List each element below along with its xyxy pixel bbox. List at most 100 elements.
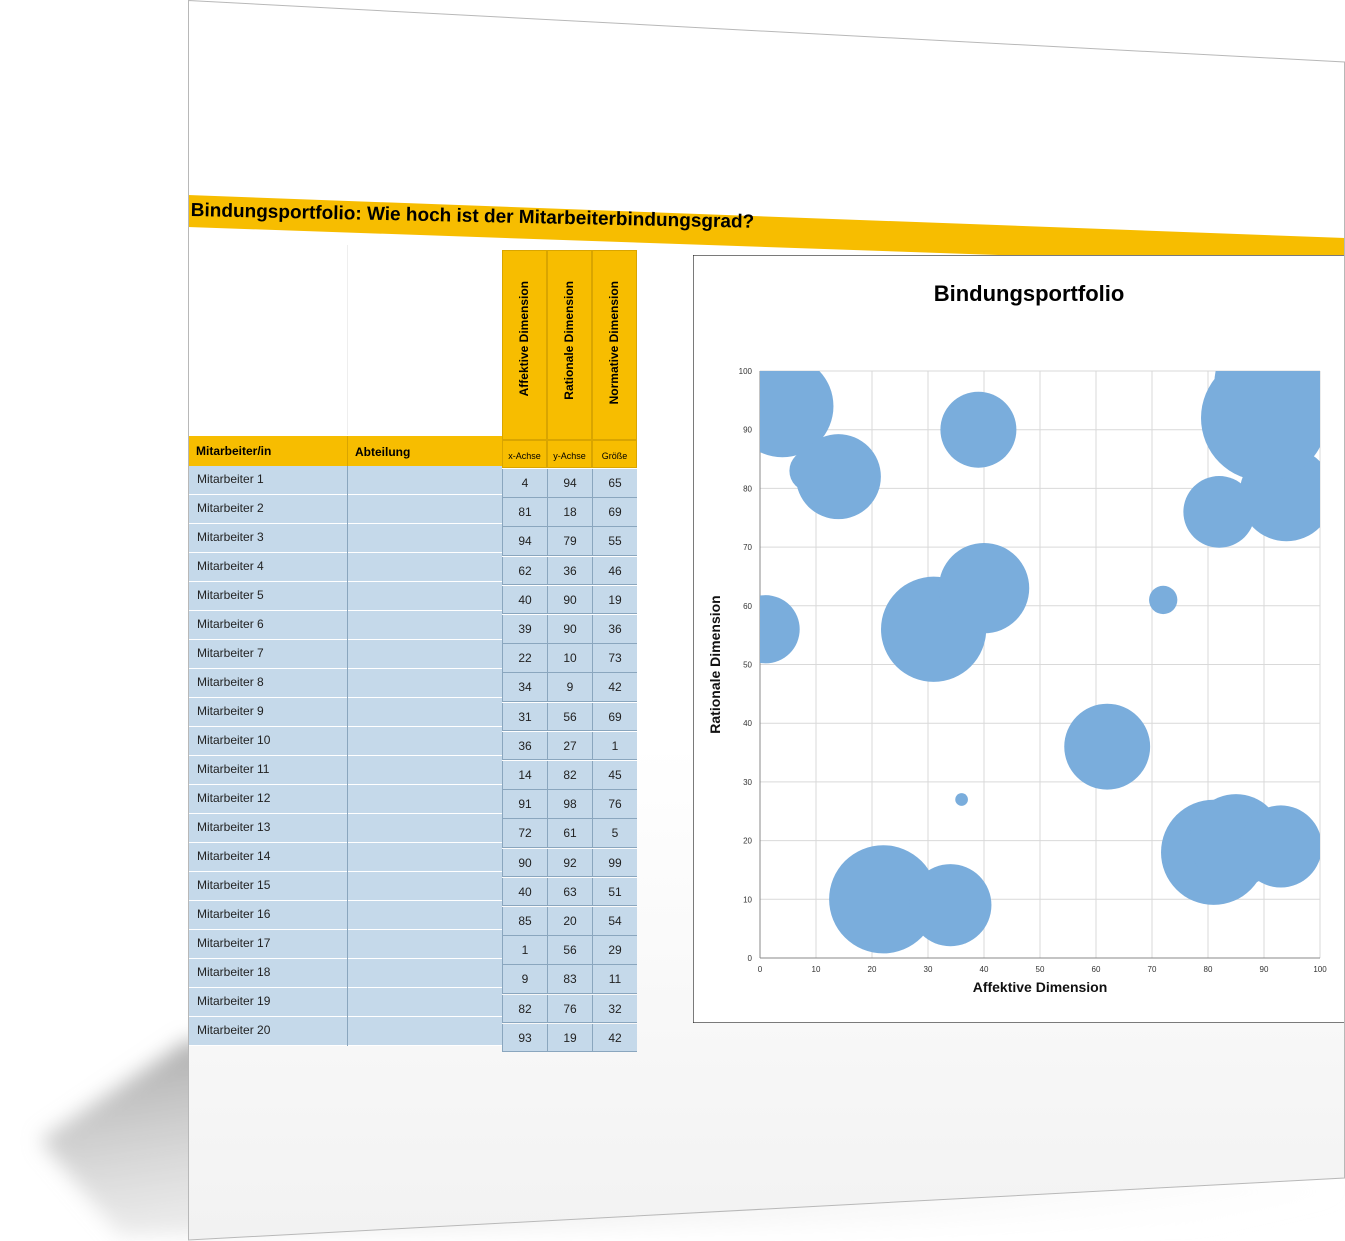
employee-name: Mitarbeiter 20	[197, 1023, 271, 1037]
x-tick-label: 0	[758, 965, 763, 974]
x-value: 90	[502, 848, 547, 878]
y-value: 63	[547, 877, 592, 907]
employee-name: Mitarbeiter 15	[197, 878, 271, 892]
y-value: 10	[547, 644, 592, 673]
axis-sub-header: x-Achse	[502, 440, 547, 468]
employee-name: Mitarbeiter 11	[197, 762, 270, 776]
employee-name: Mitarbeiter 18	[197, 965, 271, 979]
chart-area: Bindungsportfolio 0 10 20 30 40 50 60 70 80 90 100 0…	[692, 254, 1345, 1024]
y-value: 90	[547, 615, 592, 644]
bubble-point	[1201, 371, 1320, 481]
y-value: 83	[547, 965, 592, 994]
row-divider	[347, 727, 348, 756]
x-value: 40	[502, 877, 547, 907]
bubble-point	[1183, 476, 1256, 548]
x-value: 94	[502, 527, 547, 556]
y-value: 92	[547, 848, 592, 878]
employee-name: Mitarbeiter 2	[197, 501, 264, 515]
employee-name: Mitarbeiter 16	[197, 907, 271, 921]
row-divider	[347, 524, 348, 553]
y-tick-label: 20	[743, 837, 752, 846]
size-value: 65	[592, 469, 637, 498]
x-value: 91	[502, 790, 547, 819]
y-value: 56	[547, 702, 592, 732]
employee-name: Mitarbeiter 6	[197, 617, 264, 631]
x-value: 36	[502, 731, 547, 761]
x-value: 34	[502, 673, 547, 702]
y-tick-label: 30	[743, 778, 752, 787]
y-value: 98	[547, 790, 592, 819]
axis-sub-header: Größe	[592, 440, 637, 468]
row-divider	[347, 959, 348, 988]
employee-name: Mitarbeiter 4	[197, 559, 264, 573]
employee-name: Mitarbeiter 7	[197, 646, 264, 660]
header-divider	[347, 436, 348, 466]
size-value: 36	[592, 615, 637, 644]
employee-name: Mitarbeiter 12	[197, 791, 271, 805]
dimension-header-label: Rationale Dimension	[562, 281, 576, 400]
x-tick-label: 60	[1092, 965, 1101, 974]
y-value: 61	[547, 819, 592, 848]
y-tick-label: 90	[743, 426, 752, 435]
x-tick-label: 20	[868, 965, 877, 974]
y-tick-label: 0	[748, 954, 753, 963]
x-tick-label: 30	[924, 965, 933, 974]
bubble-point	[1239, 805, 1320, 888]
employee-name: Mitarbeiter 3	[197, 530, 264, 544]
size-value: 46	[592, 556, 637, 586]
employee-name: Mitarbeiter 13	[197, 820, 271, 834]
y-tick-label: 60	[743, 602, 752, 611]
dimension-header-label: Normative Dimension	[607, 281, 621, 405]
size-value: 1	[592, 731, 637, 761]
x-value: 31	[502, 702, 547, 732]
y-value: 27	[547, 731, 592, 761]
y-tick-label: 70	[743, 543, 752, 552]
gridline	[347, 245, 348, 435]
employee-name: Mitarbeiter 9	[197, 704, 264, 718]
size-value: 51	[592, 877, 637, 907]
x-value: 14	[502, 761, 547, 790]
x-value: 4	[502, 469, 547, 498]
size-value: 99	[592, 848, 637, 878]
row-divider	[347, 698, 348, 727]
row-divider	[347, 785, 348, 814]
row-divider	[347, 814, 348, 843]
employee-name: Mitarbeiter 1	[197, 472, 264, 486]
x-tick-label: 10	[812, 965, 821, 974]
x-value: 81	[502, 498, 547, 527]
employee-name: Mitarbeiter 14	[197, 849, 271, 863]
row-divider	[347, 553, 348, 582]
row-divider	[347, 756, 348, 785]
y-tick-label: 50	[743, 661, 752, 670]
employee-name: Mitarbeiter 19	[197, 994, 271, 1008]
y-value: 82	[547, 761, 592, 790]
y-value: 90	[547, 585, 592, 615]
size-value: 54	[592, 907, 637, 936]
x-value: 72	[502, 819, 547, 848]
employee-name: Mitarbeiter 17	[197, 936, 271, 950]
axis-sub-header: y-Achse	[547, 440, 592, 468]
y-value: 36	[547, 556, 592, 586]
row-divider	[347, 466, 348, 495]
x-value: 1	[502, 936, 547, 965]
x-value: 93	[502, 1023, 547, 1053]
bubble-point	[938, 542, 1030, 634]
y-value: 18	[547, 498, 592, 527]
x-value: 85	[502, 907, 547, 936]
dimension-header: Rationale Dimension	[547, 250, 592, 440]
y-value: 76	[547, 994, 592, 1024]
row-divider	[347, 988, 348, 1017]
y-value: 94	[547, 469, 592, 498]
employee-name: Mitarbeiter 5	[197, 588, 264, 602]
dimension-header: Affektive Dimension	[502, 250, 547, 440]
size-value: 11	[592, 965, 637, 994]
y-axis-label: Rationale Dimension	[707, 595, 723, 733]
size-value: 42	[592, 1023, 637, 1053]
y-value: 20	[547, 907, 592, 936]
dimension-header: Normative Dimension	[592, 250, 637, 440]
bubble-point	[1149, 585, 1178, 615]
row-divider	[347, 640, 348, 669]
row-divider	[347, 1017, 348, 1046]
size-value: 76	[592, 790, 637, 819]
department-column-header: Abteilung	[355, 445, 411, 459]
